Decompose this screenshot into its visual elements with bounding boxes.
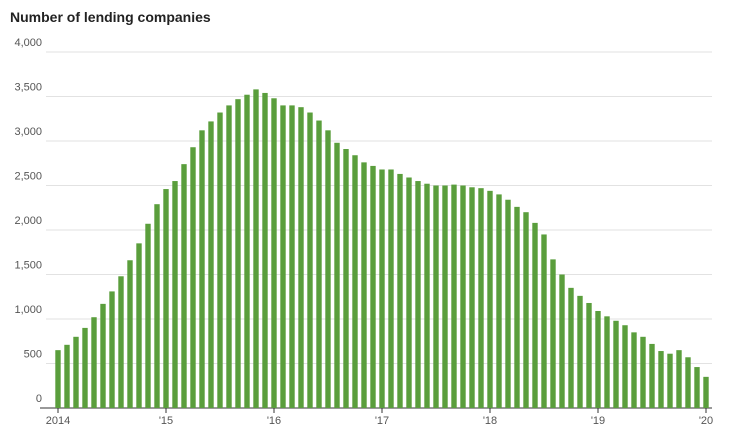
bar bbox=[595, 310, 601, 408]
y-tick-label: 2,500 bbox=[14, 171, 42, 183]
bar bbox=[406, 177, 412, 408]
bar bbox=[649, 343, 655, 408]
bar bbox=[514, 206, 520, 408]
bar bbox=[352, 155, 358, 408]
x-tick-label: '17 bbox=[375, 415, 389, 427]
y-tick-label: 2,000 bbox=[14, 215, 42, 227]
y-tick-label: 0 bbox=[36, 393, 42, 405]
bar bbox=[478, 188, 484, 408]
bar bbox=[73, 336, 79, 408]
bar bbox=[541, 234, 547, 408]
y-tick-label: 3,000 bbox=[14, 126, 42, 138]
bar bbox=[532, 222, 538, 408]
bar bbox=[226, 105, 232, 409]
bar bbox=[586, 302, 592, 408]
bar bbox=[388, 169, 394, 408]
bar bbox=[163, 189, 169, 408]
bar bbox=[451, 184, 457, 408]
bar bbox=[244, 94, 250, 408]
bar bbox=[505, 199, 511, 408]
bar bbox=[154, 204, 160, 408]
bar bbox=[568, 287, 574, 408]
bar bbox=[487, 190, 493, 408]
bar bbox=[442, 185, 448, 408]
chart-title: Number of lending companies bbox=[10, 9, 211, 25]
bar bbox=[658, 351, 664, 408]
bar bbox=[361, 162, 367, 408]
bar bbox=[307, 112, 313, 409]
bar bbox=[100, 303, 106, 408]
bar bbox=[325, 130, 331, 408]
bar bbox=[433, 185, 439, 408]
bar bbox=[676, 350, 682, 408]
bar bbox=[289, 105, 295, 409]
bar bbox=[370, 165, 376, 408]
bar bbox=[343, 149, 349, 408]
bar bbox=[397, 173, 403, 408]
bar bbox=[550, 259, 556, 408]
bar bbox=[199, 130, 205, 408]
bar bbox=[460, 185, 466, 408]
x-tick-label: '18 bbox=[483, 415, 497, 427]
bar bbox=[253, 89, 259, 408]
bar bbox=[64, 344, 70, 408]
bar bbox=[334, 142, 340, 408]
bar bbox=[118, 276, 124, 408]
y-tick-label: 500 bbox=[24, 349, 42, 361]
bar bbox=[208, 121, 214, 409]
bar bbox=[424, 183, 430, 408]
y-tick-label: 1,500 bbox=[14, 260, 42, 272]
bar bbox=[604, 316, 610, 408]
x-tick-label: 2014 bbox=[46, 415, 70, 427]
bar bbox=[703, 376, 709, 408]
bar bbox=[217, 112, 223, 409]
bar bbox=[622, 325, 628, 408]
bar bbox=[82, 327, 88, 408]
bar bbox=[262, 92, 268, 408]
bar bbox=[694, 367, 700, 408]
bar bbox=[379, 169, 385, 408]
bar bbox=[667, 353, 673, 408]
bar bbox=[685, 357, 691, 408]
bar bbox=[55, 350, 61, 408]
bar bbox=[109, 291, 115, 408]
bar bbox=[91, 317, 97, 408]
bar bbox=[298, 107, 304, 409]
y-tick-label: 4,000 bbox=[14, 37, 42, 49]
bar bbox=[613, 320, 619, 408]
bar bbox=[316, 120, 322, 408]
x-tick-label: '20 bbox=[699, 415, 713, 427]
x-tick-label: '15 bbox=[159, 415, 173, 427]
bar bbox=[496, 194, 502, 408]
bar bbox=[280, 105, 286, 409]
bar bbox=[271, 98, 277, 408]
bar bbox=[235, 99, 241, 409]
bar bbox=[145, 223, 151, 408]
bar bbox=[631, 332, 637, 408]
bar bbox=[640, 336, 646, 408]
bar bbox=[181, 164, 187, 408]
bar bbox=[559, 274, 565, 408]
bar bbox=[136, 243, 142, 408]
bar bbox=[127, 260, 133, 408]
bar bbox=[469, 187, 475, 408]
bar bbox=[172, 181, 178, 408]
bar bbox=[190, 147, 196, 409]
bar bbox=[415, 181, 421, 408]
x-tick-label: '19 bbox=[591, 415, 605, 427]
y-tick-label: 3,500 bbox=[14, 82, 42, 94]
x-tick-label: '16 bbox=[267, 415, 281, 427]
bar bbox=[523, 212, 529, 408]
y-tick-label: 1,000 bbox=[14, 304, 42, 316]
bar bbox=[577, 295, 583, 408]
